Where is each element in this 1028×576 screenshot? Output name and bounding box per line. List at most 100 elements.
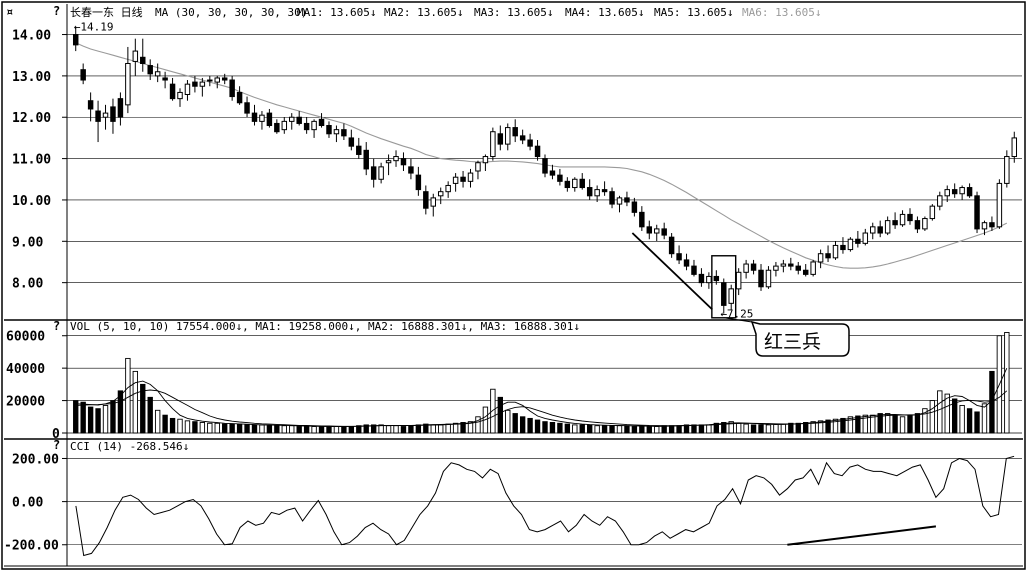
volume-bar: [795, 422, 801, 434]
price-tick-label: 8.00: [12, 277, 43, 292]
volume-bar: [1004, 332, 1010, 434]
volume-bar: [393, 425, 399, 434]
candle: [147, 59, 153, 81]
candle: [661, 222, 667, 240]
volume-bar: [683, 424, 690, 434]
corner-menu-icon[interactable]: ¤: [6, 5, 13, 19]
candle: [415, 166, 422, 196]
volume-bar: [229, 423, 235, 434]
volume-bar: [438, 424, 444, 434]
candle: [207, 75, 213, 87]
candle: [318, 113, 325, 128]
volume-bar: [914, 413, 921, 434]
candle: [788, 257, 794, 271]
candle: [363, 142, 369, 176]
candle: [110, 98, 116, 134]
candle: [728, 284, 734, 310]
candle: [333, 125, 340, 143]
volume-bar: [564, 423, 571, 434]
price-header-ma6: MA6: 13.605↓: [742, 6, 821, 19]
volume-bar: [117, 390, 124, 434]
candle: [951, 183, 958, 198]
cci-polyline: [75, 455, 1015, 557]
candle: [311, 119, 317, 138]
volume-bar: [519, 416, 526, 434]
volume-bar: [251, 424, 258, 434]
candle: [348, 129, 355, 151]
volume-bar: [959, 404, 965, 434]
callout-text: 红三兵: [764, 331, 821, 353]
volume-bar: [646, 426, 652, 434]
volume-bar: [184, 420, 191, 434]
volume-bar: [385, 425, 392, 434]
volume-bar: [356, 425, 362, 434]
volume-bar: [877, 413, 883, 434]
volume-tick-label: 20000: [6, 395, 45, 410]
volume-bar: [80, 401, 86, 434]
candle: [221, 73, 228, 85]
candle: [505, 123, 511, 151]
candle: [832, 241, 839, 260]
volume-bar: [132, 370, 138, 434]
volume-bar: [423, 423, 429, 434]
volume-bar: [214, 422, 220, 434]
candle: [735, 268, 742, 296]
price-header-ma3: MA3: 13.605↓: [474, 6, 553, 19]
volume-bar: [445, 423, 451, 434]
cci-tick-label: 200.00: [12, 452, 59, 467]
volume-tick-label: 40000: [6, 362, 45, 377]
candle: [631, 197, 638, 217]
candle: [877, 220, 883, 238]
candle: [743, 259, 749, 279]
candle: [296, 111, 302, 126]
volume-bar: [318, 426, 325, 434]
volume-bar: [281, 425, 287, 434]
volume-bar: [289, 425, 295, 434]
candle: [668, 233, 675, 258]
candle: [907, 208, 913, 225]
volume-bar: [408, 425, 414, 434]
volume-bar: [363, 424, 369, 434]
volume-bar: [73, 400, 79, 434]
candle: [639, 206, 645, 231]
volume-bar: [512, 413, 518, 434]
help-icon-cci[interactable]: ?: [53, 438, 60, 452]
max-price-label: ←14.19: [74, 21, 114, 34]
candle: [683, 253, 690, 271]
volume-bar: [207, 422, 213, 434]
price-tick-label: 10.00: [12, 194, 51, 209]
candle: [244, 96, 250, 118]
candle: [542, 154, 548, 178]
volume-bar: [981, 403, 988, 434]
help-icon-price[interactable]: ?: [53, 4, 60, 18]
candle: [974, 191, 980, 234]
help-icon-volume[interactable]: ?: [53, 319, 60, 333]
candle: [72, 26, 79, 52]
candle: [996, 179, 1003, 229]
volume-bar: [549, 422, 556, 434]
candle: [162, 71, 168, 89]
cci-divergence-line: [787, 525, 937, 546]
candle: [989, 216, 995, 231]
candle: [810, 259, 816, 277]
volume-bar: [102, 404, 109, 434]
candle: [586, 179, 593, 200]
candle: [572, 177, 578, 192]
candle: [460, 171, 466, 188]
volume-ma-line: [75, 389, 1008, 427]
red-three-soldiers-callout: 红三兵: [750, 320, 850, 357]
volume-bar: [95, 408, 101, 434]
candle: [899, 210, 906, 227]
candle: [393, 150, 399, 167]
candle: [326, 121, 332, 138]
candle: [579, 173, 585, 190]
candle: [266, 108, 273, 128]
volume-bar: [587, 424, 593, 434]
volume-bar: [169, 417, 176, 434]
volume-bar: [140, 383, 146, 434]
price-tick-label: 14.00: [12, 29, 51, 44]
candle: [117, 92, 124, 126]
volume-bar: [370, 424, 377, 434]
price-header-ma1: MA1: 13.605↓: [297, 6, 376, 19]
